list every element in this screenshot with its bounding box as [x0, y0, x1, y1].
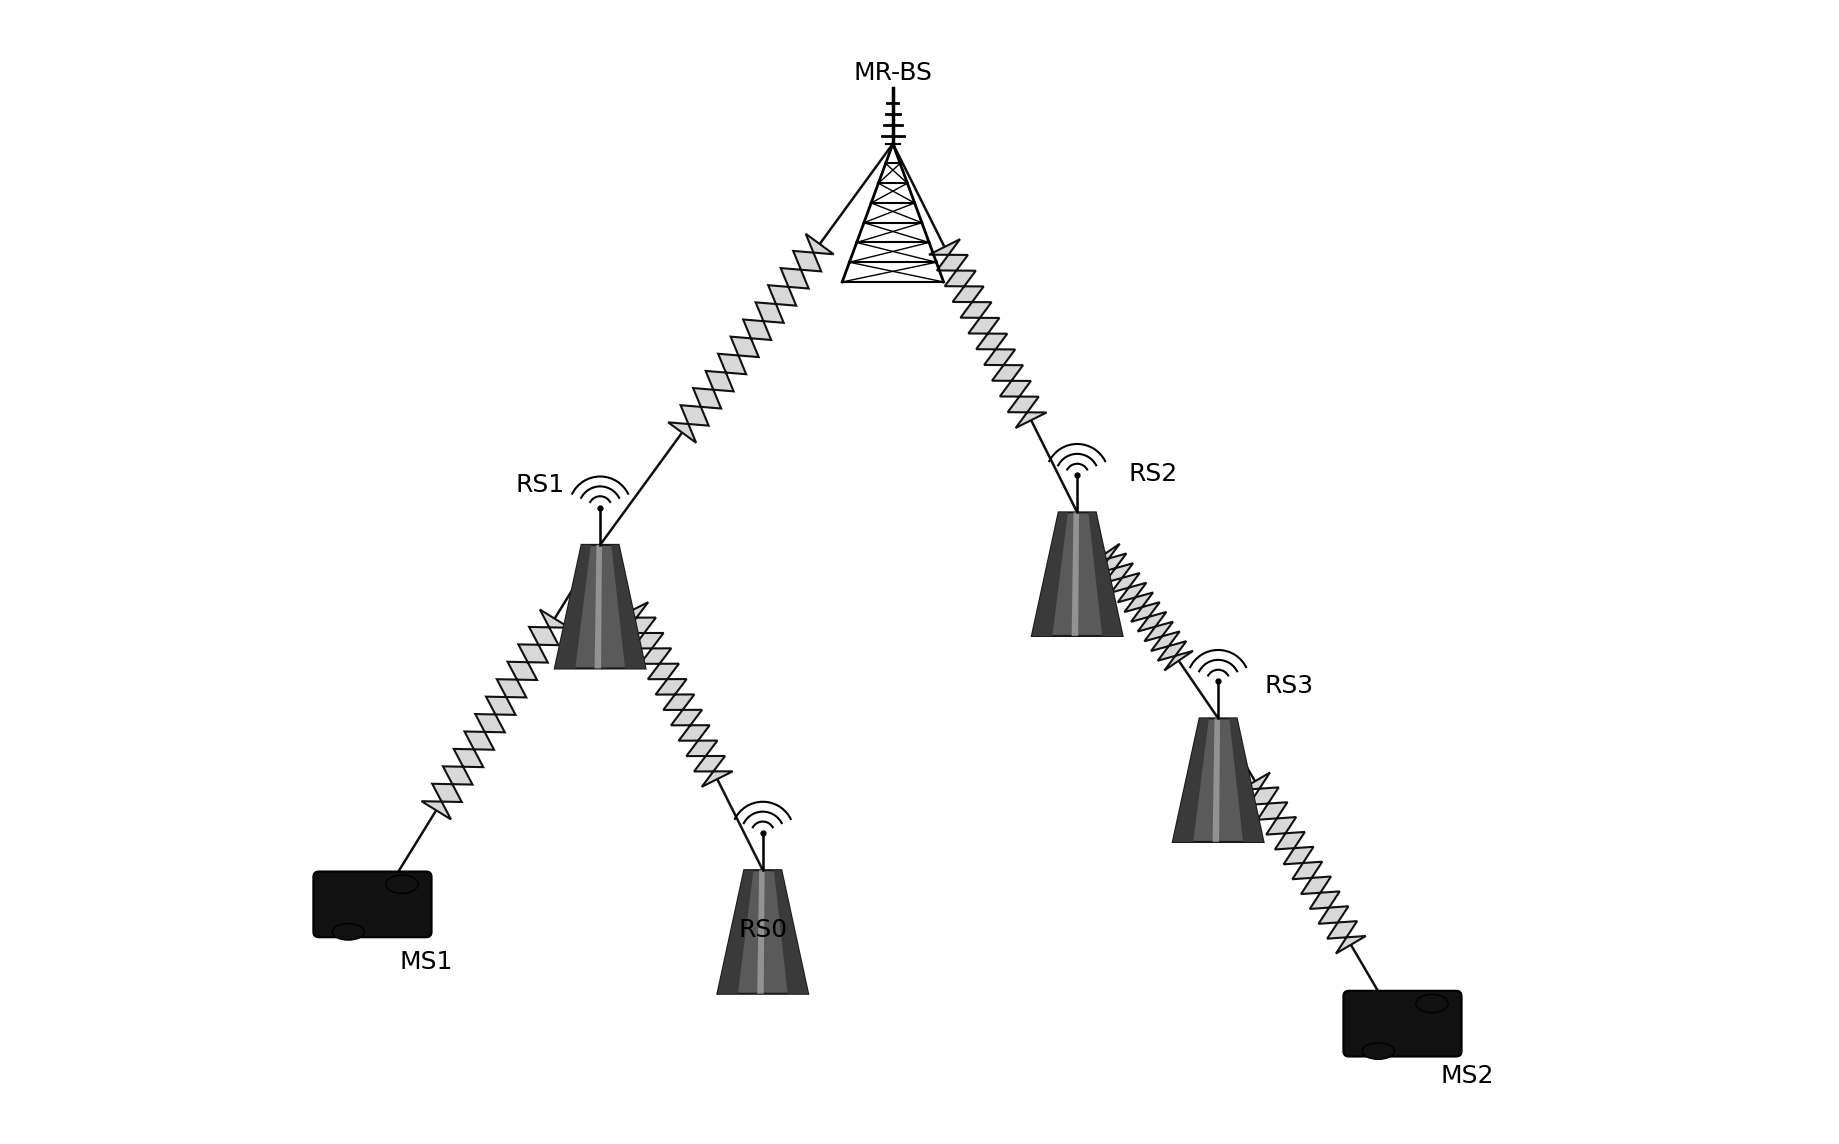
Ellipse shape	[386, 875, 417, 893]
Ellipse shape	[333, 923, 364, 940]
Text: MS1: MS1	[399, 951, 452, 975]
Polygon shape	[555, 545, 590, 668]
FancyBboxPatch shape	[313, 872, 432, 937]
Text: RS0: RS0	[737, 917, 787, 942]
Polygon shape	[1239, 772, 1365, 954]
Polygon shape	[668, 233, 833, 443]
Polygon shape	[616, 602, 732, 787]
Polygon shape	[929, 239, 1046, 428]
Polygon shape	[758, 871, 765, 994]
Polygon shape	[1087, 513, 1122, 636]
Text: MR-BS: MR-BS	[853, 62, 932, 86]
Text: MS2: MS2	[1440, 1064, 1493, 1088]
Polygon shape	[611, 545, 645, 668]
Ellipse shape	[1416, 994, 1447, 1012]
Polygon shape	[1070, 513, 1078, 636]
FancyBboxPatch shape	[1342, 991, 1460, 1057]
Text: RS3: RS3	[1263, 674, 1313, 698]
Polygon shape	[1032, 513, 1122, 636]
Polygon shape	[594, 545, 601, 668]
Polygon shape	[1171, 718, 1263, 842]
Polygon shape	[1228, 718, 1263, 842]
Polygon shape	[717, 871, 807, 994]
Polygon shape	[555, 545, 645, 668]
Polygon shape	[774, 871, 807, 994]
Polygon shape	[1212, 718, 1219, 842]
Ellipse shape	[1361, 1043, 1394, 1059]
Polygon shape	[1091, 543, 1192, 670]
Polygon shape	[717, 871, 754, 994]
Polygon shape	[1032, 513, 1067, 636]
Text: RS2: RS2	[1127, 462, 1177, 486]
Polygon shape	[421, 610, 568, 819]
Text: RS1: RS1	[515, 474, 565, 498]
Polygon shape	[1171, 718, 1208, 842]
